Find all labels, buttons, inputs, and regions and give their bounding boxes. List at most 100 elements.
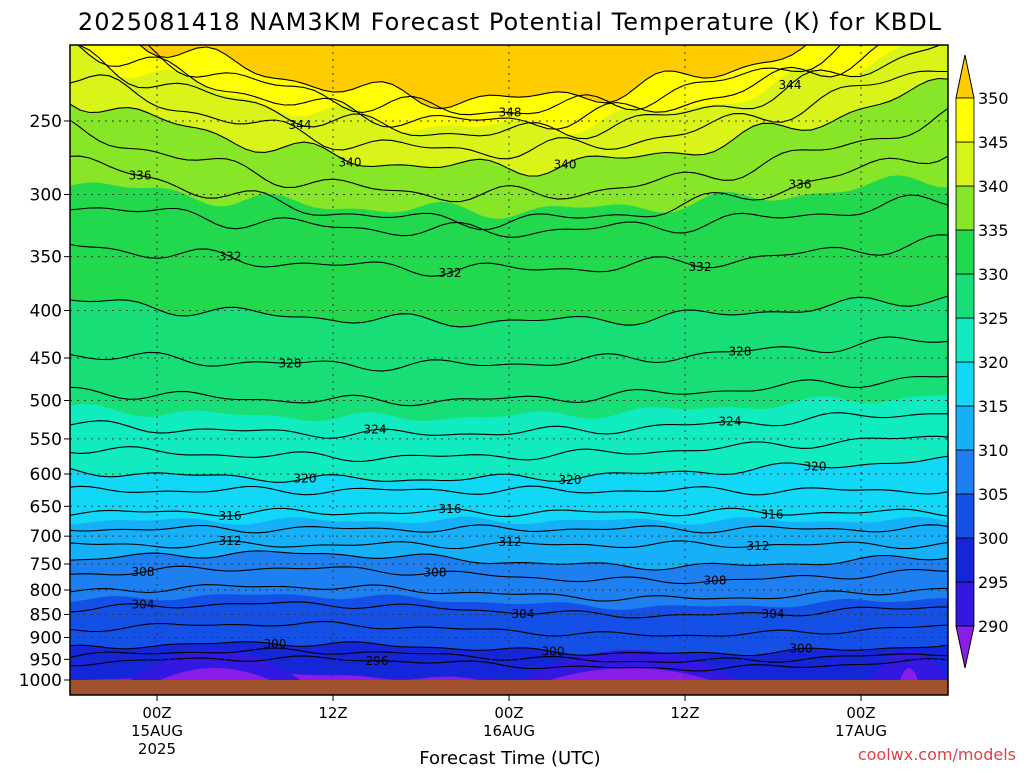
y-tick-label: 750 bbox=[30, 555, 62, 575]
isentrope-328 bbox=[70, 336, 948, 372]
x-tick-label: 00Z bbox=[494, 704, 523, 722]
isentrope-308 bbox=[70, 565, 948, 585]
contour-label: 312 bbox=[747, 539, 770, 553]
isentrope-350 bbox=[139, 45, 807, 110]
y-tick-label: 900 bbox=[30, 629, 62, 649]
contour-label: 332 bbox=[219, 250, 242, 264]
colorbar-label: 345 bbox=[978, 133, 1009, 152]
contour-label: 320 bbox=[559, 473, 582, 487]
y-tick-label: 600 bbox=[30, 465, 62, 485]
y-tick-label: 550 bbox=[30, 430, 62, 450]
colorbar-max-arrow bbox=[955, 54, 975, 99]
colorbar-label: 315 bbox=[978, 397, 1009, 416]
cold-pool-core bbox=[160, 668, 270, 680]
contour-label: 336 bbox=[129, 169, 152, 183]
y-tick-label: 650 bbox=[30, 497, 62, 517]
isentrope-296 bbox=[70, 655, 948, 672]
colorbar: 290 295 300 305 310 315 320 325 330 335 340 345 350 bbox=[955, 54, 1009, 669]
contour-label: 304 bbox=[762, 607, 785, 621]
y-tick-label: 850 bbox=[30, 605, 62, 625]
colorbar-label: 350 bbox=[978, 89, 1009, 108]
x-tick-label: 16AUG bbox=[483, 722, 535, 740]
contour-label: 324 bbox=[719, 415, 742, 429]
x-tick-label: 15AUG bbox=[131, 722, 183, 740]
y-tick-label: 300 bbox=[30, 186, 62, 206]
isentrope-310 bbox=[70, 550, 948, 571]
colorbar-label: 305 bbox=[978, 485, 1009, 504]
x-tick-label: 17AUG bbox=[835, 722, 887, 740]
x-tick-label: 00Z bbox=[846, 704, 875, 722]
colorbar-label: 340 bbox=[978, 177, 1009, 196]
contour-label: 300 bbox=[542, 645, 565, 659]
cold-pool bbox=[520, 650, 740, 680]
contour-label: 300 bbox=[790, 641, 813, 655]
contour-label: 348 bbox=[499, 105, 522, 119]
colorbar-label: 295 bbox=[978, 573, 1009, 592]
contour-label: 328 bbox=[729, 344, 752, 358]
y-tick-label: 450 bbox=[30, 349, 62, 369]
contour-label: 340 bbox=[554, 157, 577, 171]
colorbar-segment bbox=[955, 141, 975, 187]
y-tick-label: 700 bbox=[30, 527, 62, 547]
contour-label: 308 bbox=[704, 574, 727, 588]
contour-label: 340 bbox=[339, 156, 362, 170]
chart-title: 2025081418 NAM3KM Forecast Potential Tem… bbox=[78, 8, 942, 36]
isentrope-332 bbox=[70, 234, 948, 277]
isentrope-320 bbox=[70, 455, 948, 483]
x-tick-label: 12Z bbox=[318, 704, 347, 722]
contour-label: 312 bbox=[219, 534, 242, 548]
y-tick-label: 350 bbox=[30, 248, 62, 268]
isentrope-348 bbox=[147, 45, 842, 116]
contour-label: 336 bbox=[789, 177, 812, 191]
colorbar-label: 290 bbox=[978, 617, 1009, 636]
y-tick-label: 950 bbox=[30, 650, 62, 670]
colorbar-segment bbox=[955, 273, 975, 319]
y-tick-label: 800 bbox=[30, 581, 62, 601]
y-tick-label: 1000 bbox=[19, 671, 62, 691]
band-300 bbox=[70, 641, 948, 680]
colorbar-label: 300 bbox=[978, 529, 1009, 548]
colorbar-label: 325 bbox=[978, 309, 1009, 328]
plot-area: 344 348 344 340 336 340 332 336 332 332 328 328 324 3… bbox=[69, 44, 949, 696]
colorbar-min-arrow bbox=[955, 625, 975, 669]
cold-pool bbox=[870, 650, 948, 680]
isentrope-344 bbox=[72, 45, 941, 140]
ground-surface bbox=[70, 680, 948, 695]
contour-label: 332 bbox=[439, 266, 462, 280]
contour-label: 320 bbox=[804, 459, 827, 473]
credit-text: coolwx.com/models bbox=[858, 745, 1016, 764]
contour-label: 304 bbox=[132, 598, 155, 612]
colorbar-label: 335 bbox=[978, 221, 1009, 240]
isentrope-326 bbox=[70, 375, 948, 407]
colorbar-segment bbox=[955, 229, 975, 275]
isentrope-318 bbox=[70, 485, 948, 496]
contour-label: 316 bbox=[219, 509, 242, 523]
colorbar-label: 310 bbox=[978, 441, 1009, 460]
y-tick-label: 250 bbox=[30, 112, 62, 132]
isentrope-324 bbox=[70, 412, 948, 439]
contour-label: 316 bbox=[761, 507, 784, 521]
y-tick-label: 500 bbox=[30, 391, 62, 411]
colorbar-segment bbox=[955, 185, 975, 231]
contour-label: 324 bbox=[364, 423, 387, 437]
contour-label: 328 bbox=[279, 356, 302, 370]
contour-label: 320 bbox=[294, 472, 317, 486]
contour-label: 308 bbox=[424, 565, 447, 579]
x-tick-label: 2025 bbox=[138, 740, 176, 758]
isentrope-334 bbox=[70, 194, 948, 238]
colorbar-label: 320 bbox=[978, 353, 1009, 372]
colorbar-segment bbox=[955, 537, 975, 583]
cold-pool bbox=[130, 650, 300, 680]
contour-label: 316 bbox=[439, 502, 462, 516]
colorbar-segment bbox=[955, 361, 975, 407]
colorbar-segment bbox=[955, 405, 975, 451]
colorbar-segment bbox=[955, 581, 975, 627]
colorbar-segment bbox=[955, 449, 975, 495]
x-tick-label: 00Z bbox=[142, 704, 171, 722]
contour-label: 344 bbox=[289, 118, 312, 132]
colorbar-segment bbox=[955, 97, 975, 143]
contour-label: 296 bbox=[366, 654, 389, 668]
pressure-axis: 250 300 350 400 450 500 550 600 650 700 750 800 850 9… bbox=[19, 112, 70, 691]
